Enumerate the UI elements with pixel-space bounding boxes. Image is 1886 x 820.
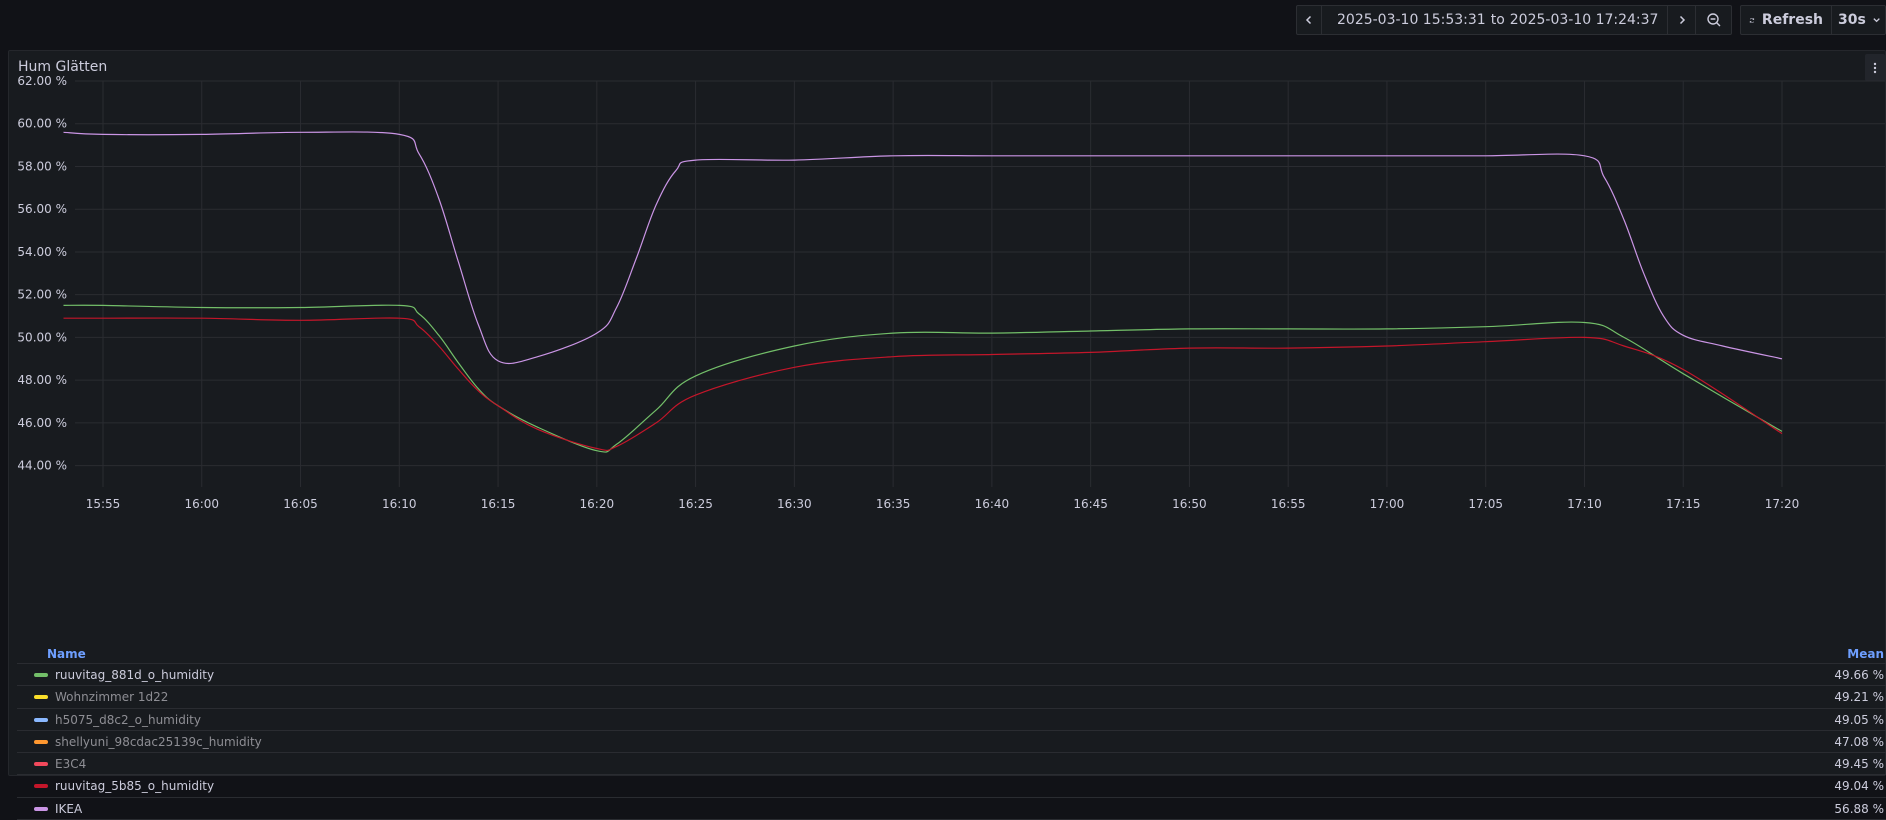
legend-series-name[interactable]: E3C4 <box>55 757 87 772</box>
x-tick-label: 17:20 <box>1765 497 1800 511</box>
legend-series-name[interactable]: shellyuni_98cdac25139c_humidity <box>55 734 262 749</box>
legend-swatch <box>34 739 48 744</box>
x-tick-label: 16:10 <box>382 497 417 511</box>
legend-series-mean: 56.88 % <box>1834 801 1884 816</box>
time-range-separator: to <box>1490 12 1505 28</box>
series-line-ruuvitag-881d-o-humidity[interactable] <box>63 304 1783 453</box>
time-range-button[interactable]: 2025-03-10 15:53:31 to 2025-03-10 17:24:… <box>1322 6 1668 34</box>
humidity-chart[interactable]: 44.00 % 46.00 % 48.00 % 50.00 % 52.00 % 54.00… <box>9 51 1885 591</box>
x-tick-label: 16:05 <box>283 497 318 511</box>
timeseries-panel: Hum Glätten 44.00 % 46.00 % 48.00 % 50.00 %… <box>8 50 1886 820</box>
panel-title: Hum Glätten <box>18 59 108 75</box>
time-shift-forward-button[interactable] <box>1668 6 1696 34</box>
legend-series-name[interactable]: h5075_d8c2_o_humidity <box>55 712 201 727</box>
dashboard-toolbar: 2025-03-10 15:53:31 to 2025-03-10 17:24:… <box>0 0 1886 41</box>
legend-item[interactable]: ruuvitag_881d_o_humidity 49.66 % <box>17 664 1886 687</box>
legend-series-mean: 49.45 % <box>1834 757 1884 772</box>
chart-legend: Name Mean ruuvitag_881d_o_humidity 49.66 … <box>17 643 1886 820</box>
x-tick-label: 16:55 <box>1271 497 1306 511</box>
y-tick-label: 54.00 % <box>17 245 67 259</box>
time-shift-back-button[interactable] <box>1297 6 1322 34</box>
y-tick-label: 52.00 % <box>17 288 67 302</box>
legend-series-mean: 49.04 % <box>1834 779 1884 794</box>
y-tick-label: 46.00 % <box>17 416 67 430</box>
x-tick-label: 16:35 <box>876 497 911 511</box>
refresh-interval-select[interactable]: 30s <box>1832 6 1886 34</box>
legend-item[interactable]: h5075_d8c2_o_humidity 49.05 % <box>17 709 1886 731</box>
legend-item[interactable]: E3C4 49.45 % <box>17 753 1886 776</box>
legend-swatch <box>34 717 48 722</box>
legend-name-header[interactable]: Name <box>47 647 86 661</box>
refresh-interval-value: 30s <box>1838 12 1866 28</box>
zoom-out-icon <box>1706 13 1720 27</box>
legend-item[interactable]: shellyuni_98cdac25139c_humidity 47.08 % <box>17 731 1886 754</box>
legend-mean-header[interactable]: Mean <box>1847 647 1884 661</box>
x-tick-label: 17:05 <box>1468 497 1503 511</box>
chevron-left-icon <box>1305 15 1312 25</box>
legend-series-name[interactable]: IKEA <box>55 801 83 816</box>
y-tick-label: 48.00 % <box>17 373 67 387</box>
legend-series-mean: 49.05 % <box>1834 712 1884 727</box>
legend-swatch <box>34 784 48 789</box>
refresh-picker-group: Refresh 30s <box>1740 5 1886 35</box>
x-tick-label: 16:50 <box>1172 497 1207 511</box>
legend-swatch <box>34 673 48 677</box>
x-tick-label: 15:55 <box>86 497 121 511</box>
time-range-from: 2025-03-10 15:53:31 <box>1337 12 1486 28</box>
refresh-label: Refresh <box>1761 12 1823 28</box>
y-tick-label: 58.00 % <box>17 159 67 173</box>
legend-item[interactable]: IKEA 56.88 % <box>17 798 1886 820</box>
legend-series-name[interactable]: ruuvitag_881d_o_humidity <box>55 668 215 682</box>
x-tick-label: 16:15 <box>481 497 516 511</box>
legend-item[interactable]: Wohnzimmer 1d22 49.21 % <box>17 686 1886 709</box>
y-tick-label: 44.00 % <box>17 459 67 473</box>
x-tick-label: 16:20 <box>580 497 615 511</box>
legend-item[interactable]: ruuvitag_5b85_o_humidity 49.04 % <box>17 775 1886 798</box>
y-tick-label: 60.00 % <box>17 117 67 131</box>
x-tick-label: 16:40 <box>975 497 1010 511</box>
legend-swatch <box>34 806 48 811</box>
series-line-ruuvitag-5b85-o-humidity[interactable] <box>63 317 1783 452</box>
time-range-picker-group: 2025-03-10 15:53:31 to 2025-03-10 17:24:… <box>1296 5 1732 35</box>
more-vertical-icon <box>1873 62 1877 73</box>
refresh-icon <box>1749 17 1755 23</box>
x-tick-label: 17:00 <box>1370 497 1405 511</box>
panel-menu-button[interactable] <box>1865 54 1885 81</box>
series-line-ikea[interactable] <box>63 131 1783 365</box>
x-tick-label: 17:15 <box>1666 497 1701 511</box>
x-tick-label: 16:25 <box>678 497 713 511</box>
legend-series-mean: 49.21 % <box>1834 690 1884 705</box>
legend-swatch <box>34 695 48 700</box>
legend-series-name[interactable]: ruuvitag_5b85_o_humidity <box>55 779 215 794</box>
legend-swatch <box>34 762 48 767</box>
legend-series-name[interactable]: Wohnzimmer 1d22 <box>55 690 169 705</box>
y-tick-label: 56.00 % <box>17 202 67 216</box>
legend-header: Name Mean <box>17 643 1886 664</box>
x-tick-label: 16:45 <box>1073 497 1108 511</box>
zoom-out-button[interactable] <box>1696 6 1731 34</box>
refresh-button[interactable]: Refresh <box>1741 6 1832 34</box>
x-tick-label: 16:00 <box>184 497 219 511</box>
legend-series-mean: 49.66 % <box>1834 668 1884 682</box>
chevron-down-icon <box>1873 18 1880 23</box>
y-tick-label: 62.00 % <box>17 74 67 88</box>
x-tick-label: 17:10 <box>1567 497 1602 511</box>
x-tick-label: 16:30 <box>777 497 812 511</box>
y-tick-label: 50.00 % <box>17 330 67 344</box>
chevron-right-icon <box>1679 15 1685 25</box>
legend-series-mean: 47.08 % <box>1834 734 1884 749</box>
time-range-to: 2025-03-10 17:24:37 <box>1509 12 1659 28</box>
